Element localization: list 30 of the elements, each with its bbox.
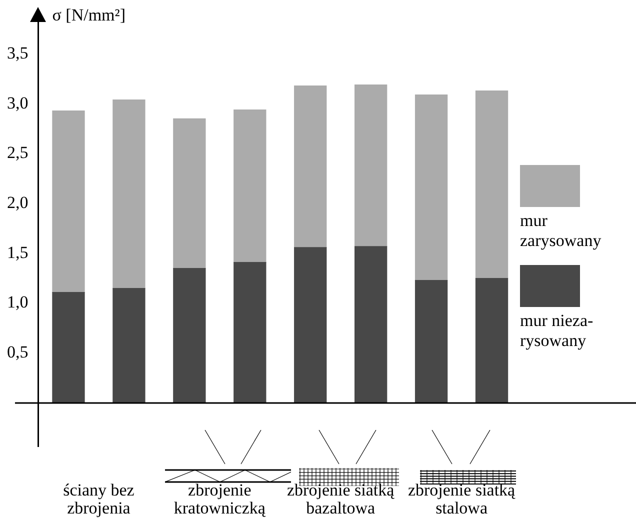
y-axis-title: σ [N/mm²] bbox=[52, 5, 126, 24]
x-tick-label: ściany bez zbrojenia bbox=[63, 480, 135, 518]
x-tick-label: zbrojenie siatką bazaltowa bbox=[287, 480, 395, 518]
x-tick-label: zbrojenie kratowniczką bbox=[174, 480, 266, 518]
bar bbox=[475, 278, 508, 403]
bar bbox=[234, 262, 266, 403]
bar bbox=[294, 86, 327, 248]
bar bbox=[52, 110, 85, 293]
bar bbox=[354, 246, 388, 403]
series-label: mur zarysowany bbox=[520, 211, 602, 251]
x-tick-label: zbrojenie siatką stalowa bbox=[408, 480, 516, 518]
y-tick-label: 1,0 bbox=[7, 292, 28, 312]
bar bbox=[414, 280, 448, 403]
bar bbox=[294, 247, 327, 403]
bar bbox=[475, 90, 508, 279]
y-tick-label: 0,5 bbox=[7, 342, 28, 362]
y-tick-label: 1,5 bbox=[7, 242, 28, 262]
y-tick-label: 3,5 bbox=[7, 43, 28, 62]
bar bbox=[52, 292, 85, 403]
y-tick-label: 2,5 bbox=[7, 143, 28, 162]
bar bbox=[112, 288, 146, 403]
bar bbox=[112, 99, 146, 289]
bar bbox=[173, 268, 206, 403]
bar bbox=[354, 84, 388, 247]
series-label: mur nieza-rysowany bbox=[520, 311, 594, 351]
y-tick-label: 3,0 bbox=[7, 93, 28, 112]
y-tick-label: 2,0 bbox=[7, 192, 28, 212]
bar bbox=[414, 94, 448, 281]
bar bbox=[173, 118, 206, 269]
bar bbox=[234, 109, 266, 263]
